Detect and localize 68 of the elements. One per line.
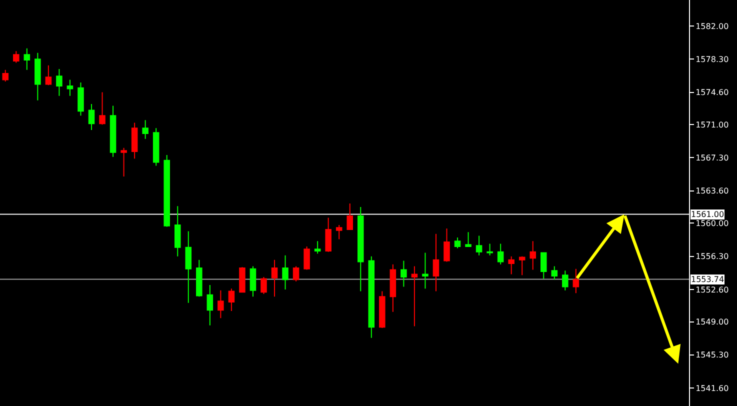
candlestick [250,266,256,298]
y-tick-label: 1563.60 [696,186,729,196]
candlestick [152,128,160,166]
candlestick [282,254,288,290]
candlestick [228,288,235,312]
candlestick [357,206,364,292]
candlestick [131,122,138,160]
candlestick [346,202,353,230]
candlestick [540,252,547,280]
candlestick [454,237,461,249]
candlestick [239,266,246,293]
y-tick-label: 1549.00 [696,318,729,327]
candlestick [314,240,321,254]
candlestick [164,154,170,228]
candlestick [174,206,181,257]
candlestick [66,79,74,96]
candlestick [120,147,127,178]
candlestick [185,230,192,304]
ref-line-label: 1561.00 [691,210,724,219]
candlestick [206,284,214,326]
candlestick [530,240,536,270]
candlestick [24,48,30,70]
ref-line-label: 1553.74 [691,275,724,284]
candlestick [465,232,472,247]
candlestick [336,224,342,240]
candlestick [2,69,9,82]
candlestick [551,266,558,280]
candlestick [45,64,52,86]
candlestick [325,217,332,252]
candlestick [110,105,116,158]
candlestick [260,276,267,294]
candlestick [142,120,148,140]
candlestick [572,268,580,294]
y-tick-label: 1578.30 [696,54,729,64]
candlestick [432,233,440,292]
candlestick [422,252,428,290]
candlestick [304,246,310,270]
candlestick [444,228,450,262]
candlestick [13,50,20,64]
candlestick [34,52,41,101]
candlestick [368,256,375,338]
candlestick [562,270,568,291]
candlestick [508,256,514,275]
candlestick [88,103,95,130]
y-tick-label: 1560.00 [696,218,729,228]
candlestick [390,264,396,312]
candlestick [78,82,84,116]
y-tick-label: 1582.00 [696,22,729,31]
candlestick [218,290,224,319]
y-tick-label: 1567.30 [696,154,729,163]
candlestick [400,260,407,288]
candlestick [476,235,482,256]
candlestick [411,266,418,327]
y-tick-label: 1541.60 [696,384,729,393]
y-tick-label: 1545.30 [696,350,729,360]
candlestick [56,68,62,96]
candlestick [379,290,386,329]
candlestick [518,256,526,276]
y-tick-label: 1571.00 [696,120,729,130]
candlestick [486,243,493,256]
y-tick-label: 1556.30 [696,252,729,262]
y-tick-label: 1552.60 [696,285,729,294]
candlestick [271,259,278,298]
candlestick [292,266,300,282]
y-tick-label: 1574.60 [696,88,729,98]
candlestick [497,243,504,265]
candlestick [196,259,202,298]
candlestick [99,92,106,126]
